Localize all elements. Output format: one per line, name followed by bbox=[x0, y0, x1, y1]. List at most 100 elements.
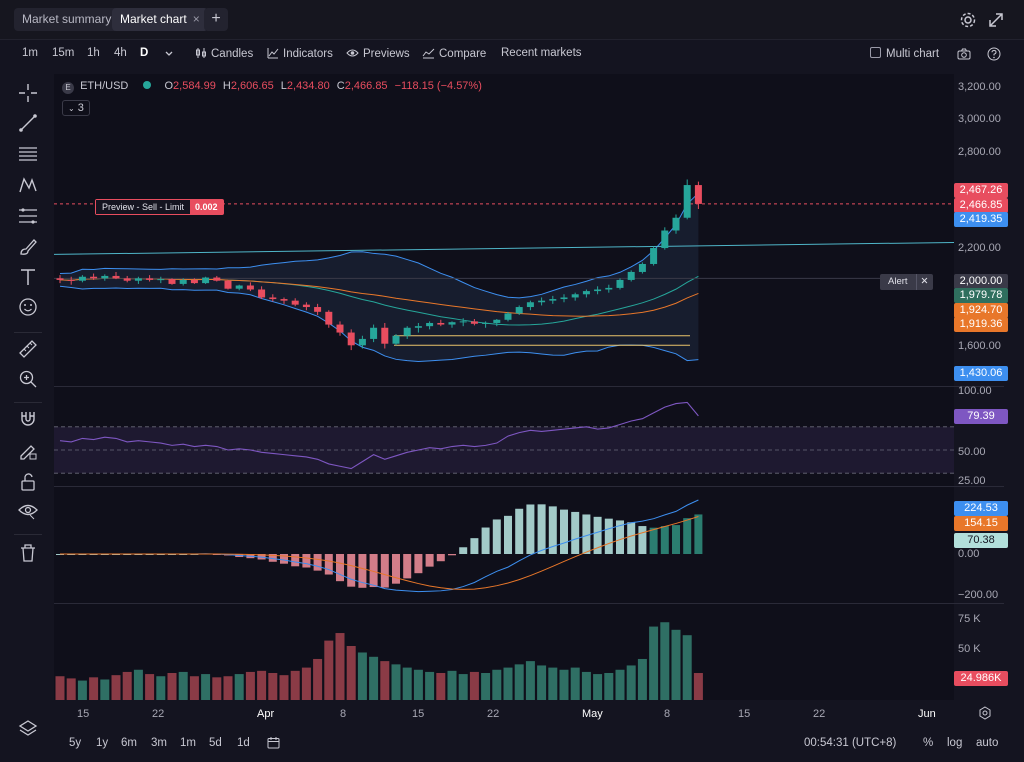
close-label: C bbox=[336, 80, 345, 92]
help-icon[interactable] bbox=[987, 47, 1001, 61]
volume-bar bbox=[234, 674, 244, 700]
close-icon[interactable]: × bbox=[192, 12, 200, 26]
volume-bar bbox=[122, 671, 132, 700]
gear-icon[interactable] bbox=[958, 10, 978, 30]
text-icon[interactable] bbox=[17, 266, 39, 288]
tab-market-chart[interactable]: Market chart × bbox=[112, 8, 208, 31]
candle-body bbox=[403, 327, 411, 336]
ruler-icon[interactable] bbox=[17, 338, 39, 360]
timeframe-1h[interactable]: 1h bbox=[87, 47, 100, 59]
macd-histogram-bar bbox=[571, 511, 580, 554]
range-3m[interactable]: 3m bbox=[151, 737, 167, 749]
candle-body bbox=[213, 277, 221, 281]
timeframe-d[interactable]: D bbox=[140, 47, 149, 59]
candle-body bbox=[381, 327, 389, 344]
bollinger-band-fill bbox=[60, 193, 699, 362]
macd-histogram-bar bbox=[369, 554, 378, 588]
candle-body bbox=[437, 322, 445, 325]
range-1d[interactable]: 1d bbox=[237, 737, 250, 749]
indicators-label: Indicators bbox=[283, 48, 333, 60]
previews-button[interactable]: Previews bbox=[346, 47, 410, 60]
emoji-icon[interactable] bbox=[17, 296, 39, 318]
visibility-icon[interactable] bbox=[17, 499, 39, 521]
alert-label[interactable]: Alert ✕ bbox=[880, 274, 933, 290]
alert-close-icon[interactable]: ✕ bbox=[915, 274, 933, 290]
range-5y[interactable]: 5y bbox=[69, 737, 82, 749]
candle-body bbox=[168, 279, 176, 284]
candle-body bbox=[515, 307, 523, 314]
fib-icon[interactable] bbox=[17, 205, 39, 227]
add-tab-button[interactable]: + bbox=[204, 8, 228, 31]
settings-icon[interactable] bbox=[978, 706, 992, 720]
macd-histogram-bar bbox=[448, 554, 456, 556]
macd-histogram-bar bbox=[414, 554, 423, 574]
symbol-label[interactable]: ETH/USD bbox=[80, 80, 129, 92]
timeframe-1m[interactable]: 1m bbox=[22, 47, 38, 59]
x-tick: 15 bbox=[77, 708, 90, 720]
camera-icon[interactable] bbox=[957, 48, 971, 60]
low-value: 2,434.80 bbox=[286, 80, 330, 92]
log-toggle[interactable]: log bbox=[947, 737, 963, 749]
volume-bar bbox=[436, 673, 446, 700]
volume-bar bbox=[469, 671, 479, 700]
magnet-icon[interactable] bbox=[17, 408, 39, 430]
timeframe-dropdown-icon[interactable] bbox=[164, 47, 178, 59]
chart-canvas[interactable] bbox=[54, 74, 954, 700]
percent-toggle[interactable]: % bbox=[923, 737, 934, 749]
trend-line bbox=[54, 241, 954, 255]
price-tick: 3,200.00 bbox=[958, 81, 1001, 93]
candle-body bbox=[672, 217, 680, 231]
order-preview-label[interactable]: Preview - Sell - Limit 0.002 bbox=[95, 199, 224, 215]
candle-body bbox=[493, 319, 501, 323]
range-5d[interactable]: 5d bbox=[209, 737, 222, 749]
multi-chart-toggle[interactable]: Multi chart bbox=[870, 47, 939, 60]
price-tick: 2,800.00 bbox=[958, 146, 1001, 158]
indicator-count-toggle[interactable]: ⌄ 3 bbox=[62, 100, 90, 116]
crosshair-icon[interactable] bbox=[17, 82, 39, 104]
edit-lock-icon[interactable] bbox=[17, 440, 39, 462]
volume-bar bbox=[525, 661, 535, 700]
price-tag-last-ask: 2,467.26 bbox=[954, 183, 1008, 198]
candles-button[interactable]: Candles bbox=[195, 47, 253, 60]
unlock-icon[interactable] bbox=[17, 471, 39, 493]
x-tick: Apr bbox=[257, 708, 275, 720]
volume-bar bbox=[391, 664, 401, 700]
multi-chart-checkbox[interactable] bbox=[870, 47, 881, 58]
calendar-icon[interactable] bbox=[267, 736, 280, 749]
timeframe-15m[interactable]: 15m bbox=[52, 47, 75, 59]
layers-icon[interactable] bbox=[17, 718, 39, 740]
macd-histogram-bar bbox=[268, 554, 277, 562]
range-1m[interactable]: 1m bbox=[180, 737, 196, 749]
recent-markets-button[interactable]: Recent markets bbox=[501, 47, 582, 59]
clock[interactable]: 00:54:31 (UTC+8) bbox=[804, 737, 897, 749]
price-tag-last: 2,466.85 bbox=[954, 198, 1008, 213]
volume-bar bbox=[77, 680, 87, 700]
range-1y[interactable]: 1y bbox=[96, 737, 109, 749]
pane-separator bbox=[54, 486, 1004, 487]
indicators-button[interactable]: Indicators bbox=[267, 47, 333, 60]
macd-tag-blue: 224.53 bbox=[954, 501, 1008, 516]
trash-icon[interactable] bbox=[17, 542, 39, 564]
volume-bar bbox=[335, 633, 345, 700]
horizontal-lines-icon[interactable] bbox=[17, 143, 39, 165]
candle-body bbox=[616, 279, 624, 288]
volume-bar bbox=[178, 671, 188, 700]
volume-bar bbox=[593, 674, 603, 700]
volume-bar bbox=[559, 669, 569, 700]
range-6m[interactable]: 6m bbox=[121, 737, 137, 749]
candle-body bbox=[571, 294, 579, 298]
tab-market-summary[interactable]: Market summary bbox=[14, 8, 120, 31]
compare-button[interactable]: Compare bbox=[422, 47, 486, 60]
timeframe-4h[interactable]: 4h bbox=[114, 47, 127, 59]
drawing-tools bbox=[0, 74, 56, 762]
expand-icon[interactable] bbox=[986, 10, 1006, 30]
brush-icon[interactable] bbox=[17, 236, 39, 258]
volume-bar bbox=[346, 646, 356, 700]
trend-line-icon[interactable] bbox=[17, 112, 39, 134]
eye-icon bbox=[346, 49, 359, 57]
open-value: 2,584.99 bbox=[173, 80, 216, 92]
auto-toggle[interactable]: auto bbox=[976, 737, 999, 749]
macd-signal-line bbox=[60, 516, 699, 590]
pattern-icon[interactable] bbox=[17, 174, 39, 196]
zoom-in-icon[interactable] bbox=[17, 368, 39, 390]
